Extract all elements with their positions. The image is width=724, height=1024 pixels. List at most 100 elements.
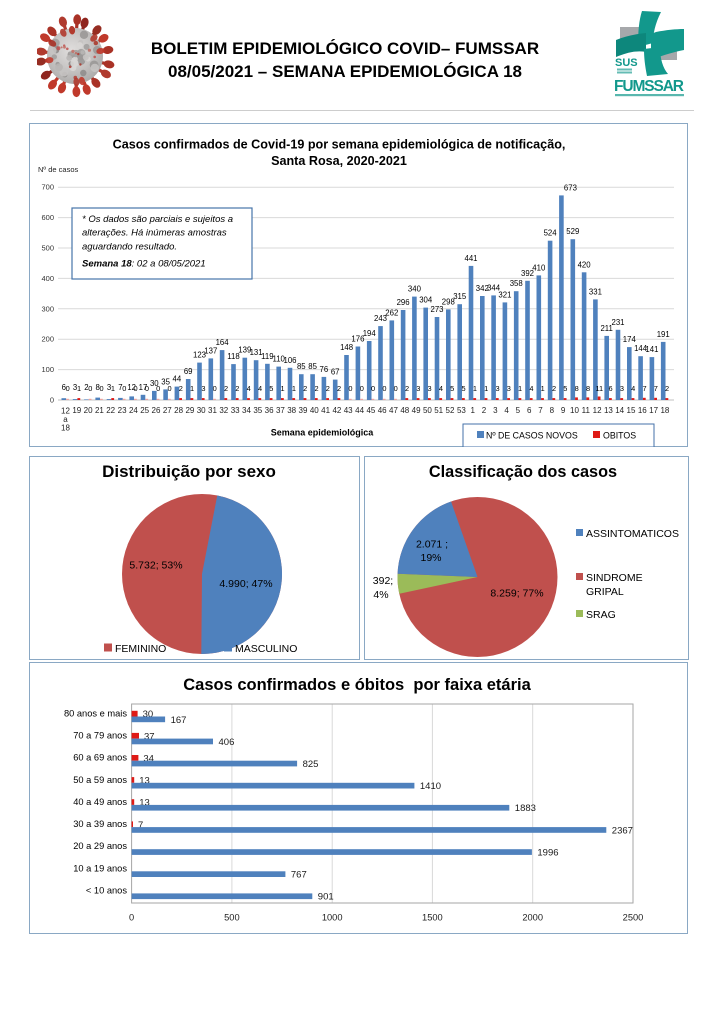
svg-text:0: 0 [371, 384, 375, 393]
svg-text:12: 12 [593, 406, 602, 415]
svg-text:1883: 1883 [515, 803, 536, 814]
svg-text:2: 2 [303, 384, 307, 393]
svg-text:1996: 1996 [537, 848, 558, 859]
svg-text:Nº de casos: Nº de casos [38, 165, 79, 174]
svg-text:5.732; 53%: 5.732; 53% [129, 560, 182, 572]
svg-text:50: 50 [423, 406, 432, 415]
svg-text:Casos confirmados de Covid-19: Casos confirmados de Covid-19 por semana… [113, 138, 566, 152]
svg-text:6: 6 [62, 383, 66, 392]
svg-text:3: 3 [495, 384, 499, 393]
svg-text:119: 119 [261, 352, 273, 361]
svg-text:110: 110 [272, 355, 285, 364]
svg-text:5: 5 [269, 384, 273, 393]
svg-text:16: 16 [638, 406, 647, 415]
svg-text:12: 12 [127, 383, 136, 392]
svg-text:500: 500 [224, 913, 240, 923]
svg-text:11: 11 [582, 406, 591, 415]
svg-text:148: 148 [340, 343, 353, 352]
svg-text:4.990; 47%: 4.990; 47% [219, 578, 272, 590]
svg-text:2: 2 [326, 384, 330, 393]
svg-text:7: 7 [538, 406, 543, 415]
svg-text:69: 69 [184, 367, 193, 376]
svg-text:a: a [63, 415, 68, 424]
svg-text:< 10 anos: < 10 anos [86, 885, 127, 895]
svg-text:18: 18 [660, 406, 669, 415]
svg-text:4: 4 [529, 384, 533, 393]
svg-text:410: 410 [532, 263, 546, 272]
svg-text:13: 13 [139, 798, 150, 809]
svg-text:0: 0 [213, 384, 217, 393]
svg-text:767: 767 [291, 870, 307, 881]
svg-text:3: 3 [73, 383, 77, 392]
svg-text:262: 262 [385, 308, 398, 317]
svg-text:0: 0 [66, 384, 70, 393]
svg-text:901: 901 [318, 892, 334, 903]
svg-text:30 a 39 anos: 30 a 39 anos [73, 819, 127, 829]
svg-text:0: 0 [100, 384, 104, 393]
svg-text:4%: 4% [373, 589, 388, 601]
svg-text:139: 139 [238, 346, 251, 355]
svg-text:36: 36 [265, 406, 274, 415]
svg-text:Nº DE CASOS NOVOS: Nº DE CASOS NOVOS [486, 431, 578, 441]
svg-text:SUS: SUS [615, 57, 638, 69]
svg-text:321: 321 [498, 290, 511, 299]
svg-text:* Os dados são parciais e suje: * Os dados são parciais e sujeitos a [82, 214, 233, 225]
svg-text:40: 40 [310, 406, 319, 415]
svg-text:0: 0 [348, 384, 352, 393]
svg-text:10: 10 [570, 406, 579, 415]
svg-text:8: 8 [575, 384, 579, 393]
svg-text:1: 1 [518, 384, 522, 393]
svg-text:3: 3 [428, 384, 432, 393]
svg-text:44: 44 [355, 406, 364, 415]
svg-text:7: 7 [654, 384, 658, 393]
svg-text:0: 0 [122, 384, 126, 393]
svg-text:2: 2 [224, 384, 228, 393]
svg-text:8: 8 [550, 406, 555, 415]
svg-text:21: 21 [95, 406, 104, 415]
svg-text:2: 2 [235, 384, 239, 393]
svg-text:17: 17 [649, 406, 658, 415]
svg-text:19%: 19% [420, 552, 441, 564]
svg-text:70 a 79 anos: 70 a 79 anos [73, 731, 127, 741]
svg-text:34: 34 [242, 406, 251, 415]
svg-text:1: 1 [111, 384, 115, 393]
svg-text:300: 300 [41, 304, 54, 313]
svg-text:39: 39 [299, 406, 308, 415]
svg-text:358: 358 [510, 279, 523, 288]
svg-text:12: 12 [61, 407, 70, 416]
svg-text:0: 0 [167, 384, 171, 393]
svg-text:1: 1 [190, 384, 194, 393]
svg-text:27: 27 [163, 406, 172, 415]
svg-text:137: 137 [204, 346, 217, 355]
svg-text:41: 41 [321, 406, 330, 415]
svg-text:5: 5 [450, 384, 454, 393]
svg-text:0: 0 [134, 384, 138, 393]
svg-text:524: 524 [544, 229, 558, 238]
svg-text:191: 191 [657, 330, 670, 339]
svg-text:340: 340 [408, 285, 422, 294]
svg-text:106: 106 [283, 356, 296, 365]
svg-text:10 a 19 anos: 10 a 19 anos [73, 863, 127, 873]
svg-text:20: 20 [84, 406, 93, 415]
svg-text:3: 3 [201, 384, 205, 393]
svg-text:20 a 29 anos: 20 a 29 anos [73, 841, 127, 851]
svg-text:31: 31 [208, 406, 217, 415]
svg-text:5: 5 [563, 384, 567, 393]
svg-text:273: 273 [430, 305, 443, 314]
svg-text:6: 6 [527, 406, 532, 415]
svg-text:500: 500 [41, 244, 54, 253]
svg-text:7: 7 [642, 384, 646, 393]
svg-text:0: 0 [145, 384, 149, 393]
svg-text:344: 344 [487, 283, 501, 292]
svg-text:37: 37 [144, 731, 155, 742]
svg-text:35: 35 [253, 406, 262, 415]
svg-text:37: 37 [276, 406, 285, 415]
svg-text:1410: 1410 [420, 781, 441, 792]
svg-text:7: 7 [118, 383, 122, 392]
svg-text:45: 45 [366, 406, 375, 415]
svg-text:700: 700 [41, 183, 54, 192]
svg-text:18: 18 [61, 424, 70, 433]
svg-text:MASCULINO: MASCULINO [235, 643, 297, 655]
svg-text:35: 35 [161, 377, 170, 386]
svg-text:392;: 392; [373, 575, 393, 587]
